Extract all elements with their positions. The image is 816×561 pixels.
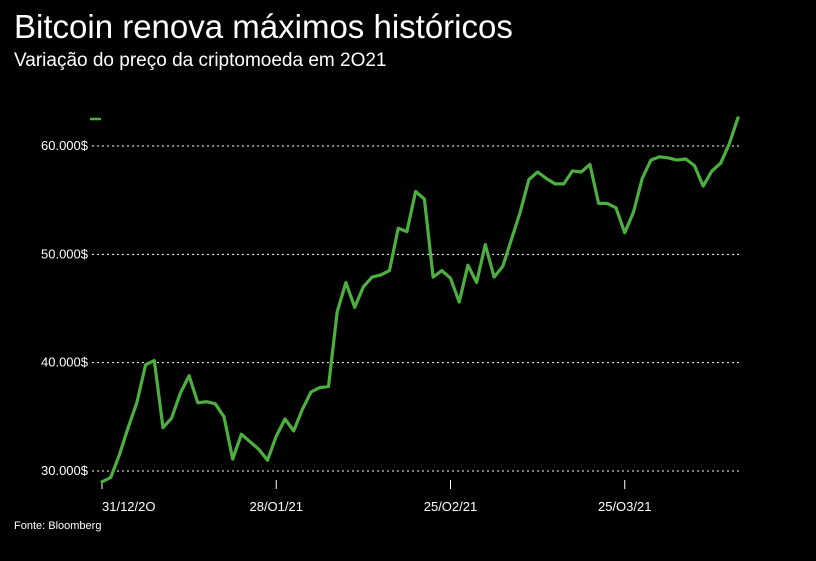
y-tick-label: 40.000$ bbox=[41, 355, 89, 370]
x-tick-label: 25/O3/21 bbox=[598, 499, 652, 514]
source-note: Fonte: Bloomberg bbox=[14, 520, 102, 532]
chart-subtitle: Variação do preço da criptomoeda em 2O21 bbox=[14, 50, 387, 71]
axis-layer: 30.000$ 40.000$ 50.000$ 60.000$ 31/12/2O 28/O… bbox=[41, 117, 652, 514]
x-tick-label: 25/O2/21 bbox=[424, 499, 478, 514]
y-tick-label: 50.000$ bbox=[41, 246, 89, 261]
chart-title: Bitcoin renova máximos históricos bbox=[14, 8, 513, 45]
grid-layer bbox=[92, 145, 740, 472]
series-layer bbox=[100, 116, 740, 484]
x-tick-label: 28/O1/21 bbox=[249, 499, 303, 514]
series-line-0 bbox=[100, 116, 740, 484]
y-tick-label: 30.000$ bbox=[41, 463, 89, 478]
y-tick-label: 60.000$ bbox=[41, 138, 89, 153]
x-tick-label: 31/12/2O bbox=[102, 499, 156, 514]
